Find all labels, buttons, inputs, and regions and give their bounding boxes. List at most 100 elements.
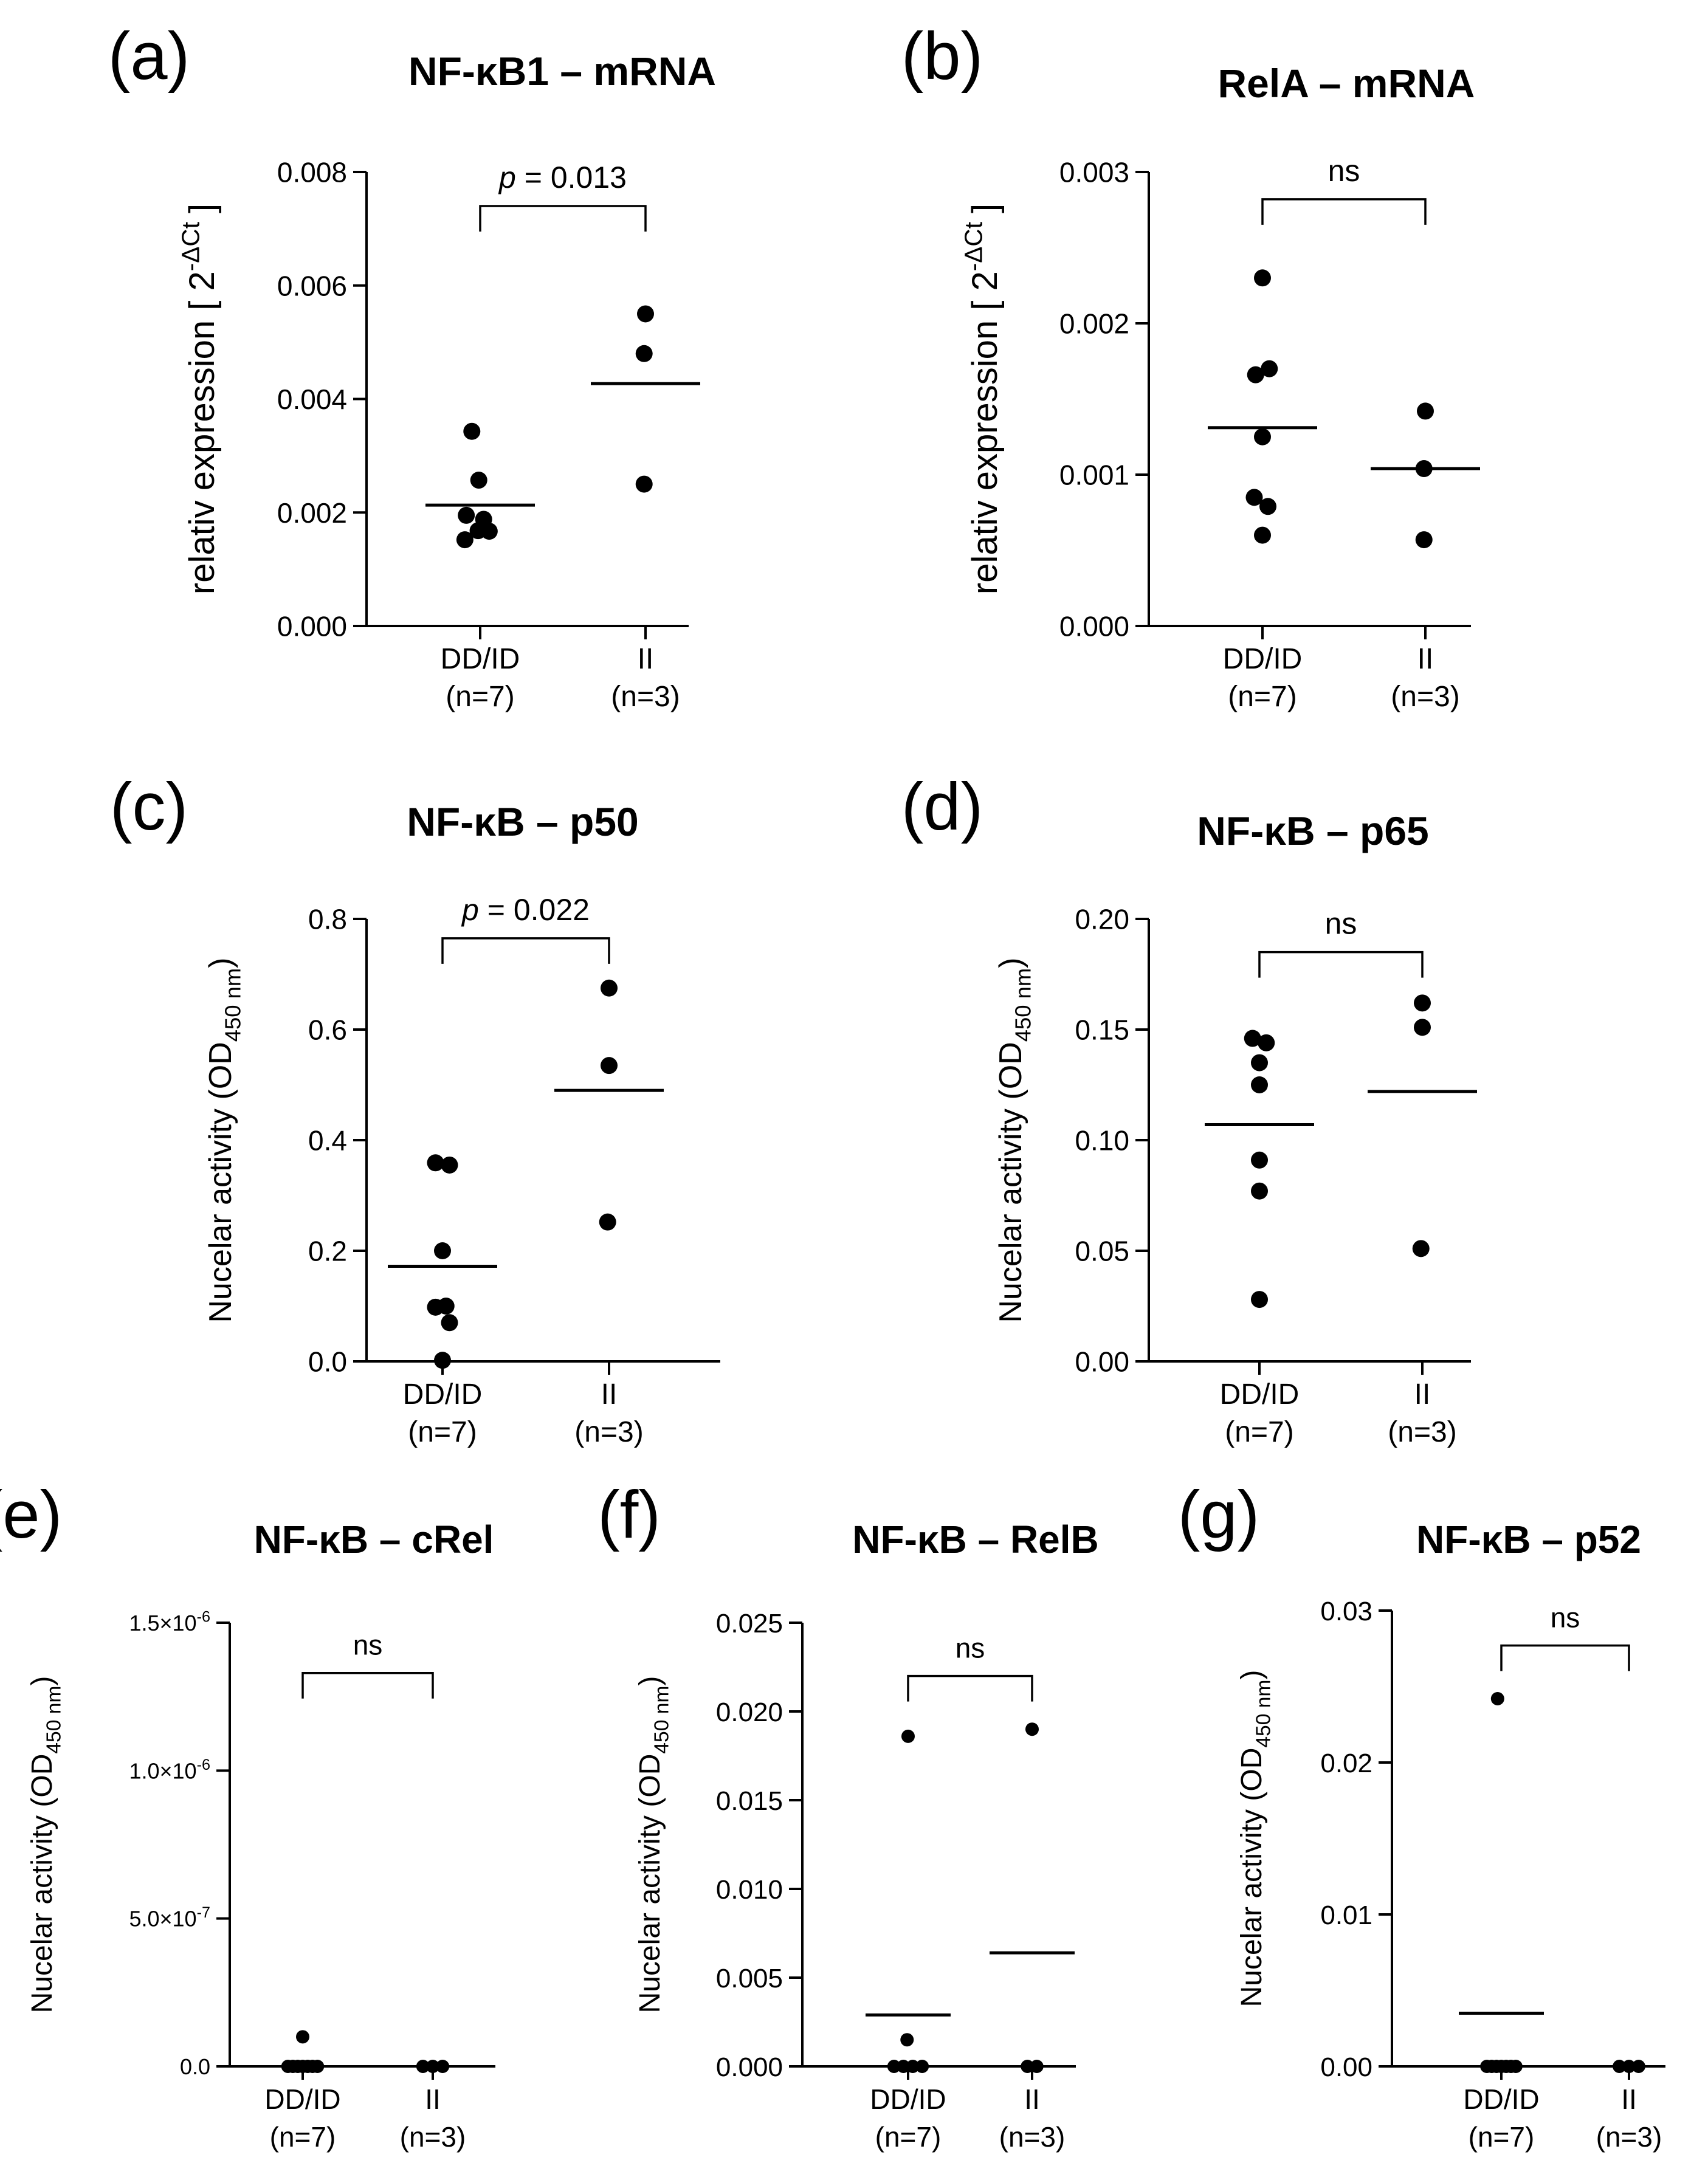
y-tick-label: 0.4	[308, 1125, 347, 1157]
y-tick-label-text: 0.05	[1075, 1236, 1129, 1267]
significance-bracket	[1500, 1644, 1630, 1671]
data-point	[1025, 1722, 1039, 1736]
x-category-label: II	[1417, 643, 1434, 675]
data-point	[901, 1729, 915, 1743]
significance-bracket	[1261, 198, 1427, 225]
significance-value: ns	[956, 1632, 985, 1664]
y-axis-label-sub: 450 nm	[221, 968, 246, 1042]
y-axis-label: Nucelar activity (OD450 nm)	[1236, 1670, 1275, 2007]
chart-panel-b: (b) RelA – mRNA 0.000 0.001 0.002 0.003 relati…	[901, 19, 1480, 713]
y-tick-exponent: -6	[197, 1756, 210, 1773]
y-tick-label: 0.020	[716, 1697, 783, 1727]
y-tick-label-text: 0.15	[1075, 1014, 1129, 1046]
panel-letter: (c)	[110, 769, 188, 844]
data-point	[1631, 2060, 1645, 2073]
y-tick-label: 0.00	[1075, 1346, 1129, 1378]
data-point	[887, 2060, 901, 2073]
y-tick-label: 0.000	[277, 611, 347, 642]
x-category-label: DD/ID	[870, 2083, 946, 2115]
chart-panel-g: (g) NF-κB – p52 0.00 0.01 0.02 0.03 Nucelar ac…	[1178, 1477, 1665, 2153]
y-axis-label-sup: -ΔCt	[960, 222, 988, 271]
y-tick-label-text: 1.0×10	[129, 1758, 196, 1783]
y-tick-label-text: 0.2	[308, 1236, 347, 1267]
data-point	[1251, 1076, 1268, 1093]
data-point	[436, 2060, 450, 2073]
y-tick-label: 0.010	[716, 1875, 783, 1905]
y-axis-label-main: Nucelar activity (OD	[993, 1042, 1028, 1322]
y-tick-label-text: 0.003	[1059, 157, 1129, 188]
y-axis-label-main: Nucelar activity (OD	[26, 1754, 58, 2014]
data-point	[1251, 1291, 1268, 1309]
chart-title: RelA – mRNA	[1218, 61, 1475, 106]
data-point	[1244, 1030, 1261, 1047]
significance-value: ns	[353, 1629, 383, 1661]
data-point	[1254, 526, 1271, 544]
significance-p: p	[498, 160, 516, 194]
significance-bracket	[301, 1671, 434, 1699]
y-tick-label: 0.6	[308, 1014, 347, 1046]
data-point	[441, 1314, 458, 1332]
y-tick-label-text: 5.0×10	[129, 1907, 196, 1931]
panel-letter: (g)	[1178, 1477, 1259, 1552]
data-point	[601, 979, 618, 997]
y-tick-label: 0.03	[1320, 1597, 1372, 1626]
y-axis-label-end: ]	[182, 204, 222, 213]
y-axis-label: Nucelar activity (OD450 nm)	[203, 957, 246, 1322]
data-point	[1245, 489, 1263, 506]
significance-label: ns	[1328, 154, 1360, 188]
y-tick-label: 0.15	[1075, 1014, 1129, 1046]
significance-bracket	[907, 1674, 1033, 1702]
chart-panel-a: (a) NF-κB1 – mRNA 0.000 0.002 0.004 0.006 0.00…	[108, 19, 716, 713]
y-axis-label-end: )	[26, 1676, 58, 1686]
data-point	[1613, 2060, 1627, 2073]
y-tick-label: 0.2	[308, 1236, 347, 1267]
y-axis-label: Nucelar activity (OD450 nm)	[634, 1676, 673, 2014]
significance-value: = 0.022	[479, 893, 590, 927]
significance-label: p = 0.022	[461, 893, 590, 927]
y-tick-label-text: 0.025	[716, 1609, 783, 1639]
y-tick-label: 0.0	[308, 1346, 347, 1378]
y-tick-label: 0.002	[1059, 308, 1129, 340]
significance-bracket	[441, 937, 610, 964]
x-category-n: (n=3)	[1596, 2121, 1662, 2153]
y-tick-label-text: 0.015	[716, 1786, 783, 1816]
y-tick-label-text: 0.6	[308, 1014, 347, 1046]
y-tick-label-text: 0.00	[1075, 1346, 1129, 1378]
y-tick-label: 0.005	[716, 1964, 783, 1993]
x-category-label: DD/ID	[441, 643, 520, 675]
y-tick-label-text: 0.4	[308, 1125, 347, 1157]
y-tick-label: 0.02	[1320, 1749, 1372, 1778]
y-axis-label-end: ]	[965, 204, 1005, 213]
y-tick-label: 0.015	[716, 1786, 783, 1816]
y-tick-label-text: 0.8	[308, 904, 347, 935]
data-point	[458, 506, 475, 524]
chart-panel-f: (f) NF-κB – RelB 0.000 0.005 0.010 0.015 0.020…	[597, 1477, 1099, 2153]
y-tick-label-text: 0.010	[716, 1875, 783, 1905]
y-tick-label: 0.025	[716, 1609, 783, 1639]
y-axis-label-sub: 450 nm	[43, 1686, 65, 1754]
panel-letter: (a)	[108, 19, 190, 94]
y-tick-label-text: 0.008	[277, 157, 347, 188]
data-point	[1261, 360, 1278, 377]
chart-title: NF-κB – p50	[407, 799, 639, 844]
y-tick-label: 0.004	[277, 383, 347, 415]
x-category-n: (n=7)	[1225, 1416, 1293, 1448]
y-tick-label-text: 0.20	[1075, 904, 1129, 935]
x-category-n: (n=7)	[875, 2121, 942, 2153]
x-category-label: II	[601, 1378, 618, 1411]
panel-letter: (f)	[597, 1477, 661, 1552]
chart-title: NF-κB – cRel	[254, 1518, 494, 1561]
y-tick-label-text: 0.020	[716, 1697, 783, 1727]
y-axis-label-main: Nucelar activity (OD	[203, 1042, 238, 1322]
significance-value: ns	[1551, 1602, 1580, 1634]
y-tick-label: 0.001	[1059, 459, 1129, 491]
significance-label: ns	[1551, 1602, 1580, 1634]
x-category-n: (n=7)	[1228, 681, 1296, 713]
y-tick-label: 0.002	[277, 497, 347, 529]
y-tick-label: 0.000	[716, 2052, 783, 2082]
y-axis-label-sup: -ΔCt	[177, 222, 205, 271]
y-tick-label-text: 0.0	[180, 2054, 210, 2079]
x-category-label: DD/ID	[1463, 2083, 1539, 2115]
y-tick-exponent: -7	[197, 1904, 210, 1921]
data-point	[1259, 498, 1277, 515]
